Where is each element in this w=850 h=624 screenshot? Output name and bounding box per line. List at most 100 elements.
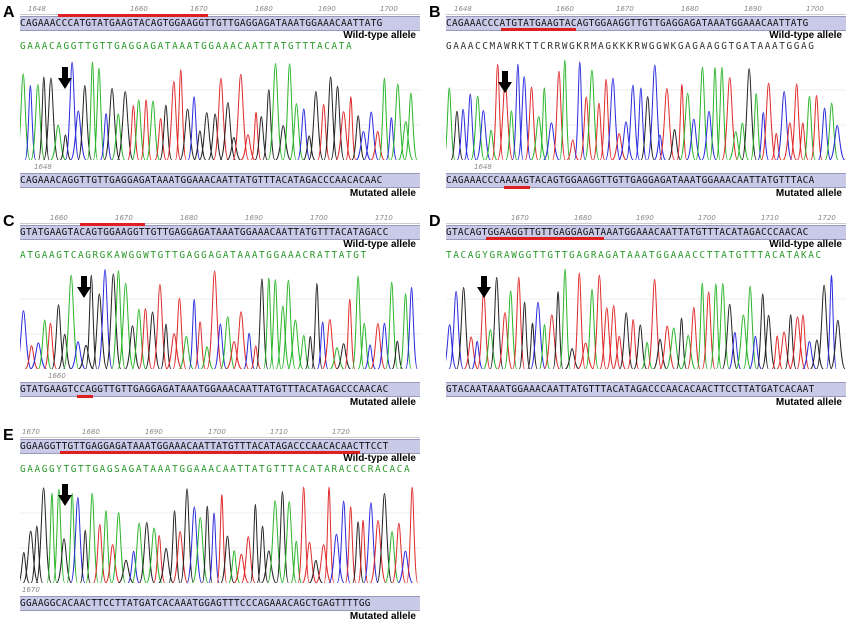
trace-peak [302,135,316,160]
trace-peak [552,291,564,369]
trace-peak [226,137,242,160]
trace-peak [30,84,46,160]
insertion-marker-b [504,186,530,189]
trace-peak [267,500,284,583]
arrow-down-icon [77,276,91,298]
trace-peak [789,316,806,369]
arrow-down-icon [58,484,72,506]
ruler-a: 1648 1660 1670 1680 1690 1700 [20,5,420,15]
trace-peak [761,314,776,369]
mutant-sequence-a: CAGAAACAGGTTGTTGAGGAGATAAATGGAAACAATTATG… [20,173,420,188]
trace-peak [111,512,126,583]
ruler-tick: 1680 [574,214,592,222]
trace-peak [99,113,113,160]
ruler-tick: 1680 [681,5,699,13]
trace-peak [659,325,676,369]
trace-peak [263,277,275,369]
trace-peak [406,486,419,583]
trace-peak [275,305,291,369]
trace-peak [138,521,155,583]
trace-peak [86,61,99,160]
trace-peak [232,73,250,160]
ruler-tick: 1690 [744,5,762,13]
trace-peak [250,345,262,369]
trace-peak [782,122,798,160]
trace-peak [573,272,586,369]
trace-peak [641,341,654,369]
trace-peak [824,102,839,160]
trace-peak [116,90,134,160]
wildtype-label-a: Wild-type allele [343,30,416,41]
trace-peak [225,341,243,369]
trace-peak [20,73,31,160]
trace-peak [482,329,498,369]
trace-peak [52,488,66,583]
trace-peak [538,87,550,160]
trace-peak [543,314,561,369]
trace-peak [370,131,385,160]
trace-peak [111,270,126,369]
trace-peak [470,95,485,160]
trace-peak [760,82,777,160]
chromatogram-d [446,264,846,369]
trace-peak [599,307,615,369]
trace-peak [784,314,797,369]
base-calls-a: GAAACAGGTTGTTGAGGAGATAAATGGAAACAATTATGTT… [20,41,354,52]
mutant-sequence-d: GTACAATAAATGGAAACAATTATGTTTACATAGACCCAAC… [446,382,846,397]
ruler-tick: 1720 [332,428,350,436]
trace-peak [311,283,323,369]
deletion-marker-e [60,451,360,454]
ruler-tick: 1700 [208,428,226,436]
trace-peak [446,87,456,160]
base-calls-e: GAAGGYTGTTGAGSAGATAAATGGAAACAATTATGTTTAC… [20,464,412,475]
trace-peak [363,502,379,583]
trace-peak [503,290,518,369]
trace-peak [750,93,763,160]
trace-peak [471,340,484,369]
trace-peak [357,519,369,583]
trace-peak [577,342,594,369]
mutant-label-a: Mutated allele [349,188,416,199]
ruler-tick: 1690 [636,214,654,222]
trace-peak [160,323,172,369]
trace-peak [154,117,167,160]
trace-peak [78,344,94,369]
panel-label-c: C [3,213,15,230]
wildtype-sequence-c: GTATGAAGTACAGTGGAAGGTTGTTGAGGAGATAAATGGA… [20,225,420,240]
trace-peak [131,99,146,160]
trace-peak [363,111,379,160]
trace-peak [404,92,418,160]
trace-peak [63,274,80,369]
ruler-d: 1670 1680 1690 1700 1710 1720 [446,214,846,224]
trace-peak [796,122,809,160]
trace-peak [301,541,318,583]
base-calls-d: TACAGYGRAWGGTTGTTGAGRAGATAAATGGAAACCTTAT… [446,250,823,261]
panel-label-e: E [3,427,14,444]
trace-peak [397,550,414,583]
trace-peak [208,512,220,583]
trace-peak [330,85,345,160]
ruler-e: 1670 1680 1690 1700 1710 1720 [20,428,420,438]
trace-peak [611,133,627,160]
trace-peak [201,505,213,583]
trace-peak [194,321,206,369]
trace-peak [709,283,722,369]
chromatogram-c [20,264,420,369]
mutant-sequence-c: GTATGAAGTCCAGGTTGTTGAGGAGATAAATGGAAACAAT… [20,382,420,397]
trace-peak [308,560,323,583]
trace-peak [357,322,371,369]
insertion-marker-c [77,395,93,398]
trace-peak [564,348,580,369]
trace-peak [103,87,121,160]
trace-peak [566,139,579,160]
panel-e: E 1670 1680 1690 1700 1710 1720 GGAAGGTT… [3,427,420,624]
trace-peak [138,308,153,369]
trace-peak [658,88,676,160]
trace-peak [776,331,792,369]
ruler-tick: 1670 [190,5,208,13]
ruler-tick: 1648 [34,163,52,171]
trace-peak [186,506,203,583]
trace-peak [297,334,311,369]
ruler-tick: 1670 [616,5,634,13]
trace-peak [213,77,229,160]
